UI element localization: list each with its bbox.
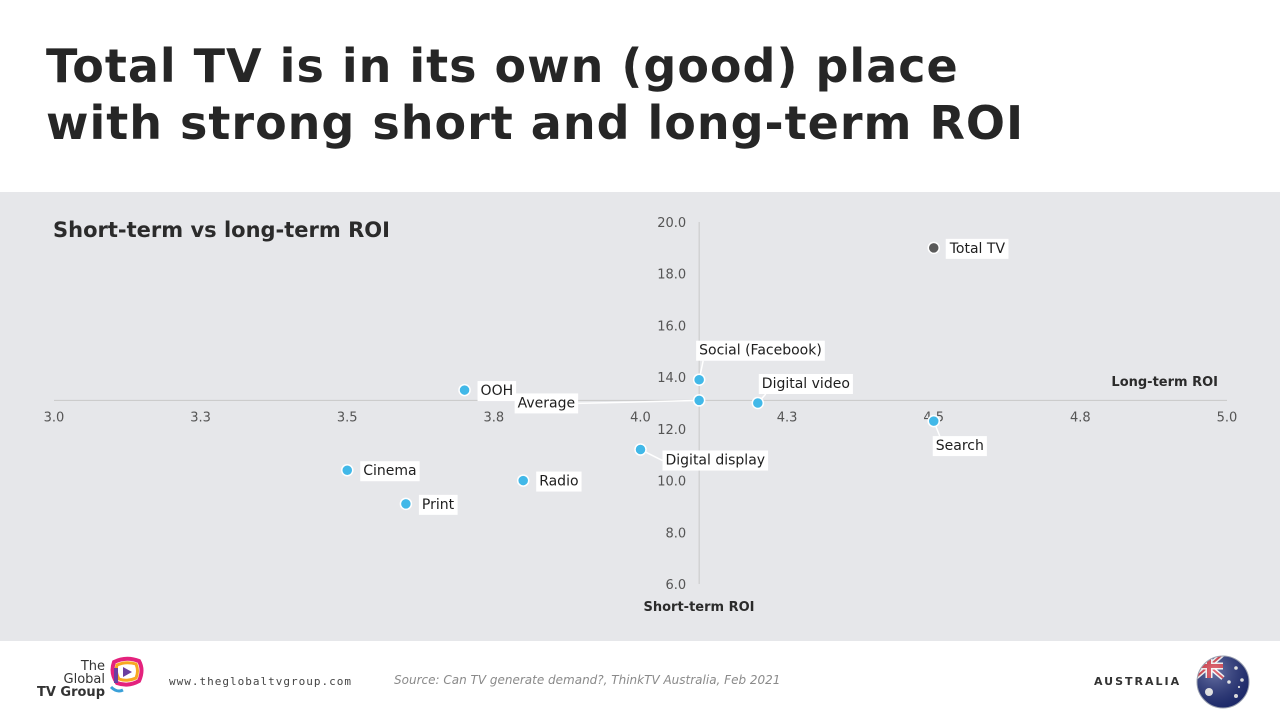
australia-flag-icon <box>1196 655 1250 709</box>
scatter-point <box>927 414 940 428</box>
x-tick-label: 5.0 <box>1217 410 1238 425</box>
chart-points <box>341 241 940 511</box>
point-label-background <box>662 450 769 471</box>
scatter-point <box>692 373 706 386</box>
point-label-background <box>945 238 1009 259</box>
roi-scatter-chart: 3.03.33.53.84.04.34.54.85.06.08.010.012.… <box>44 216 1238 615</box>
scatter-point-marker <box>927 241 940 255</box>
scatter-point-marker <box>692 373 706 386</box>
scatter-point-marker <box>927 414 940 428</box>
point-label-background <box>360 461 420 482</box>
chart-point-labels: Total TV Social (Facebook) Digital video Av… <box>360 238 1009 515</box>
scatter-point-marker <box>634 443 647 456</box>
country-label: AUSTRALIA <box>1094 675 1182 688</box>
y-tick-label: 10.0 <box>657 475 686 490</box>
point-leader-line <box>578 399 700 405</box>
point-label: Search <box>936 438 984 454</box>
x-tick-label: 4.8 <box>1070 410 1091 425</box>
scatter-point-marker <box>341 463 354 477</box>
footer <box>0 641 1280 720</box>
headline-line-1: Total TV is in its own (good) place <box>46 39 959 93</box>
y-axis-title: Short-term ROI <box>644 600 755 615</box>
x-tick-label: 3.0 <box>44 410 65 425</box>
scatter-point-marker <box>399 497 413 511</box>
x-tick-label: 3.8 <box>484 410 505 425</box>
website-link[interactable]: www.theglobaltvgroup.com <box>169 675 352 688</box>
x-tick-label: 3.3 <box>190 410 211 425</box>
headline-line-2: with strong short and long-term ROI <box>46 96 1025 150</box>
y-tick-label: 8.0 <box>665 526 686 541</box>
point-label: Total TV <box>949 241 1006 257</box>
y-tick-label: 18.0 <box>657 268 686 283</box>
point-label: Social (Facebook) <box>699 343 822 359</box>
scatter-point <box>516 474 530 487</box>
x-tick-label: 4.0 <box>630 410 651 425</box>
y-tick-label: 16.0 <box>657 319 686 334</box>
point-label-background <box>932 436 987 457</box>
point-label: Print <box>422 497 455 513</box>
y-tick-label: 20.0 <box>657 216 686 231</box>
scatter-point-marker <box>458 383 471 397</box>
point-label-background <box>758 374 853 394</box>
point-label: Cinema <box>363 463 416 479</box>
logo-wordmark: The Global TV Group <box>37 660 105 699</box>
scatter-point <box>341 463 354 477</box>
scatter-point-marker <box>692 394 706 407</box>
y-tick-label: 14.0 <box>657 371 686 386</box>
x-axis-title: Long-term ROI <box>1111 375 1218 390</box>
logo-line-1: The <box>80 659 105 674</box>
chart-title: Short-term vs long-term ROI <box>53 218 390 242</box>
headline: Total TV is in its own (good) place with… <box>46 38 1024 152</box>
point-label-background <box>696 340 825 361</box>
chart-panel <box>0 192 1280 641</box>
x-tick-label: 3.5 <box>337 410 358 425</box>
scatter-point <box>692 394 706 407</box>
scatter-point <box>634 443 647 456</box>
point-label-background <box>477 381 517 402</box>
point-label-background <box>514 393 579 414</box>
scatter-point <box>927 241 940 255</box>
tv-play-logo-icon <box>109 656 144 693</box>
y-tick-label: 12.0 <box>657 423 686 438</box>
x-tick-label: 4.3 <box>777 410 798 425</box>
scatter-point-marker <box>751 396 765 410</box>
scatter-point <box>399 497 413 511</box>
point-label-background <box>536 471 582 492</box>
source-note: Source: Can TV generate demand?, ThinkTV… <box>394 673 781 687</box>
point-label: OOH <box>481 383 514 399</box>
y-tick-label: 6.0 <box>665 578 686 593</box>
scatter-point-marker <box>516 474 530 487</box>
point-label: Average <box>518 395 576 411</box>
point-label-background <box>418 494 458 515</box>
logo-line-2: Global <box>63 672 105 687</box>
point-label: Digital video <box>762 376 850 392</box>
point-label: Digital display <box>666 453 766 469</box>
global-tv-group-logo[interactable]: The Global TV Group <box>32 656 147 706</box>
scatter-point <box>751 396 765 410</box>
point-label: Radio <box>539 474 578 490</box>
logo-line-3: TV Group <box>36 685 105 700</box>
chart-axes: 3.03.33.53.84.04.34.54.85.06.08.010.012.… <box>44 216 1238 593</box>
scatter-point <box>458 383 471 397</box>
